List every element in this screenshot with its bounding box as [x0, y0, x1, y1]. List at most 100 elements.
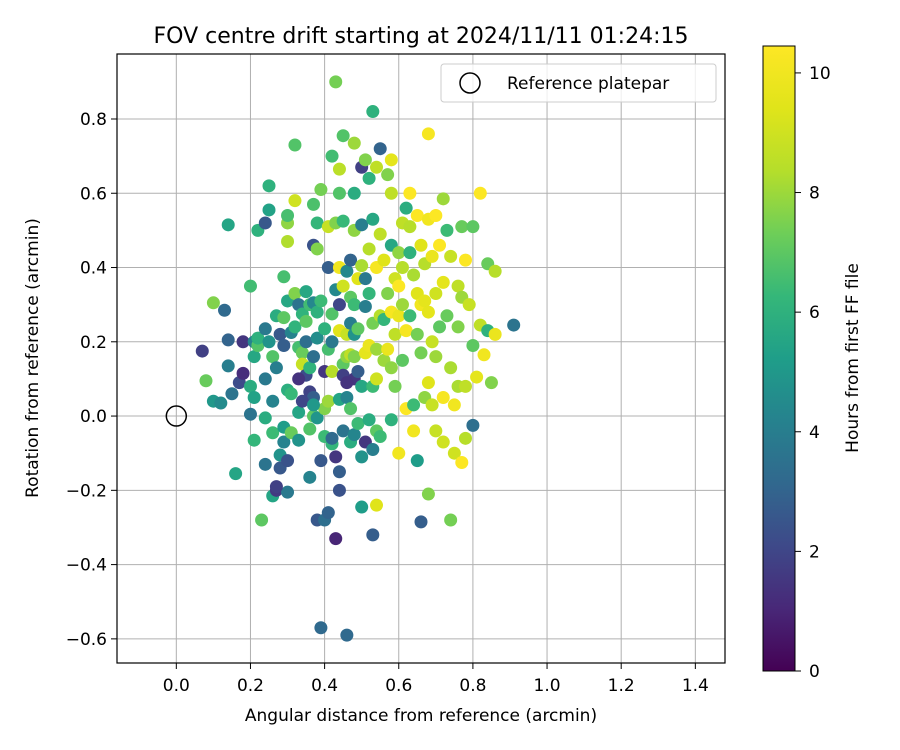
data-point: [362, 242, 376, 256]
data-point: [436, 275, 450, 289]
data-point: [340, 390, 354, 404]
data-point: [347, 428, 361, 442]
data-point: [403, 309, 417, 323]
data-point: [358, 300, 372, 314]
data-point: [288, 138, 302, 152]
x-tick-label: 0.0: [163, 676, 190, 696]
data-point: [373, 142, 387, 156]
y-tick-label: 0.8: [80, 110, 107, 130]
data-point: [321, 506, 335, 520]
data-point: [384, 361, 398, 375]
x-tick-label: 0.8: [459, 676, 486, 696]
data-point: [370, 372, 384, 386]
data-point: [299, 285, 313, 299]
data-point: [381, 287, 395, 301]
data-point: [262, 335, 276, 349]
data-point: [303, 422, 317, 436]
data-point: [488, 264, 502, 278]
data-point: [421, 376, 435, 390]
data-point: [392, 446, 406, 460]
data-point: [399, 324, 413, 338]
data-point: [440, 223, 454, 237]
data-point: [299, 335, 313, 349]
legend-label: Reference platepar: [507, 74, 669, 94]
data-point: [258, 322, 272, 336]
data-point: [344, 253, 358, 267]
data-point: [229, 467, 243, 481]
data-point: [306, 398, 320, 412]
data-point: [377, 253, 391, 267]
data-point: [455, 220, 469, 234]
data-point: [436, 390, 450, 404]
data-point: [370, 498, 384, 512]
data-point: [236, 335, 250, 349]
data-point: [340, 376, 354, 390]
chart-title: FOV centre drift starting at 2024/11/11 …: [154, 24, 689, 49]
data-point: [355, 259, 369, 273]
colorbar-label: Hours from first FF file: [843, 263, 863, 453]
data-point: [458, 379, 472, 393]
data-point: [277, 311, 291, 325]
x-tick-label: 1.2: [608, 676, 635, 696]
data-point: [243, 379, 257, 393]
data-point: [410, 327, 424, 341]
data-point: [366, 212, 380, 226]
data-point: [458, 431, 472, 445]
data-point: [407, 268, 421, 282]
data-point: [310, 305, 324, 319]
data-point: [444, 513, 458, 527]
data-point: [410, 454, 424, 468]
colorbar-ticks: 0 2 4 6 8 10: [795, 64, 831, 682]
data-point: [295, 394, 309, 408]
data-point: [329, 532, 343, 546]
data-point: [329, 75, 343, 89]
x-tick-label: 0.2: [237, 676, 264, 696]
data-point: [395, 298, 409, 312]
data-point: [347, 186, 361, 200]
data-point: [255, 513, 269, 527]
data-point: [318, 322, 332, 336]
data-point: [358, 272, 372, 286]
data-point: [258, 457, 272, 471]
data-point: [277, 270, 291, 284]
data-point: [462, 298, 476, 312]
data-point: [332, 465, 346, 479]
colorbar-tick-label: 4: [809, 423, 820, 443]
data-point: [314, 454, 328, 468]
data-point: [243, 407, 257, 421]
data-point: [351, 416, 365, 430]
data-point: [310, 331, 324, 345]
data-point: [206, 296, 220, 310]
data-point: [447, 446, 461, 460]
data-point: [421, 487, 435, 501]
data-point: [340, 628, 354, 642]
data-point: [195, 344, 209, 358]
data-point: [370, 160, 384, 174]
data-point: [332, 298, 346, 312]
data-point: [199, 374, 213, 388]
colorbar-tick-label: 10: [809, 64, 831, 84]
data-point: [421, 305, 435, 319]
reference-platepar-marker: [165, 405, 188, 427]
data-point: [381, 168, 395, 182]
x-tick-label: 0.6: [385, 676, 412, 696]
data-point: [258, 411, 272, 425]
data-point: [366, 442, 380, 456]
data-point: [392, 279, 406, 293]
data-point: [221, 359, 235, 373]
y-tick-label: 0.6: [80, 184, 107, 204]
data-point: [288, 287, 302, 301]
data-point: [433, 320, 447, 334]
data-point: [325, 307, 339, 321]
data-point: [288, 320, 302, 334]
data-point: [344, 402, 358, 416]
data-point: [269, 480, 283, 494]
data-point: [221, 333, 235, 347]
data-point: [358, 153, 372, 167]
data-point: [314, 294, 328, 308]
data-point: [373, 227, 387, 241]
data-point: [295, 346, 309, 360]
data-point: [251, 331, 265, 345]
data-point: [266, 394, 280, 408]
